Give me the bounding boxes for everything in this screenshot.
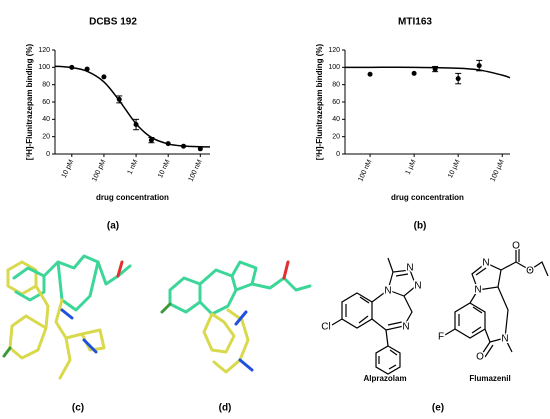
data-point (84, 66, 90, 72)
atom-label: N (482, 258, 489, 269)
y-tick-label: 120 (38, 47, 50, 54)
y-tick-label: 80 (42, 82, 50, 89)
panel-label: (e) (432, 403, 444, 414)
atom-label: O (526, 266, 534, 277)
atom-label: N (384, 286, 391, 297)
docked-ligands-d (160, 260, 312, 374)
data-point (367, 71, 373, 77)
y-tick-label: 20 (42, 134, 50, 141)
flumazenil-structure (444, 249, 549, 358)
data-point (181, 143, 187, 149)
docked-ligands-c (2, 254, 132, 380)
y-tick-label: 80 (332, 82, 340, 89)
y-tick-label: 100 (328, 64, 340, 71)
y-axis-label: [³H]-Flunitrazepam binding (%) (25, 43, 34, 160)
atom-label: N (414, 281, 421, 292)
chart-title: DCBS 192 (89, 17, 137, 28)
x-tick-label: 1 nM (127, 159, 140, 176)
data-point (197, 146, 203, 152)
x-tick-label: 10 µM (447, 159, 462, 180)
alprazolam-structure (331, 257, 417, 375)
y-tick-label: 60 (332, 99, 340, 106)
x-tick-label: 100 µM (489, 159, 505, 183)
atom-label: O (476, 352, 484, 363)
panel-label: (b) (414, 221, 427, 232)
fit-curve (344, 66, 511, 79)
data-point (455, 76, 461, 82)
atom-label: N (501, 334, 508, 345)
compound-name: Flumazenil (469, 374, 510, 383)
compound-name: Alprazolam (363, 374, 406, 383)
y-tick-label: 0 (336, 151, 340, 158)
data-point (432, 66, 438, 72)
y-tick-label: 120 (328, 47, 340, 54)
atom-label: N (406, 263, 413, 274)
x-tick-label: 100 nM (188, 159, 204, 183)
x-tick-label: 100 pM (91, 159, 107, 183)
x-tick-label: 10 pM (61, 159, 76, 180)
y-tick-label: 40 (42, 116, 50, 123)
atom-label: N (402, 322, 409, 333)
x-tick-label: 1 µM (405, 159, 418, 176)
panel-label: (d) (219, 403, 232, 414)
y-axis-label: [³H]-Flunitrazepam binding (%) (315, 43, 324, 160)
data-point (148, 137, 154, 143)
data-point (165, 141, 171, 147)
atom-label: F (438, 332, 444, 343)
x-tick-label: 10 nM (157, 159, 172, 180)
y-tick-label: 20 (332, 134, 340, 141)
x-tick-label: 100 nM (357, 159, 373, 183)
chart-title: MTI163 (398, 17, 432, 28)
atom-label: N (474, 285, 481, 296)
panel-label: (c) (72, 403, 84, 414)
data-point (476, 63, 482, 69)
y-tick-label: 0 (46, 151, 50, 158)
data-point (133, 122, 139, 128)
x-axis-label: drug concentration (391, 193, 464, 202)
fit-curve (54, 65, 211, 148)
data-point (101, 74, 107, 80)
atom-label: O (512, 241, 520, 252)
data-point (116, 96, 122, 102)
x-axis-label: drug concentration (96, 193, 169, 202)
y-tick-label: 60 (42, 99, 50, 106)
data-point (411, 70, 417, 76)
y-tick-label: 100 (38, 64, 50, 71)
data-point (69, 64, 75, 70)
panel-label: (a) (107, 221, 119, 232)
atom-label: Cl (321, 322, 330, 333)
y-tick-label: 40 (332, 116, 340, 123)
